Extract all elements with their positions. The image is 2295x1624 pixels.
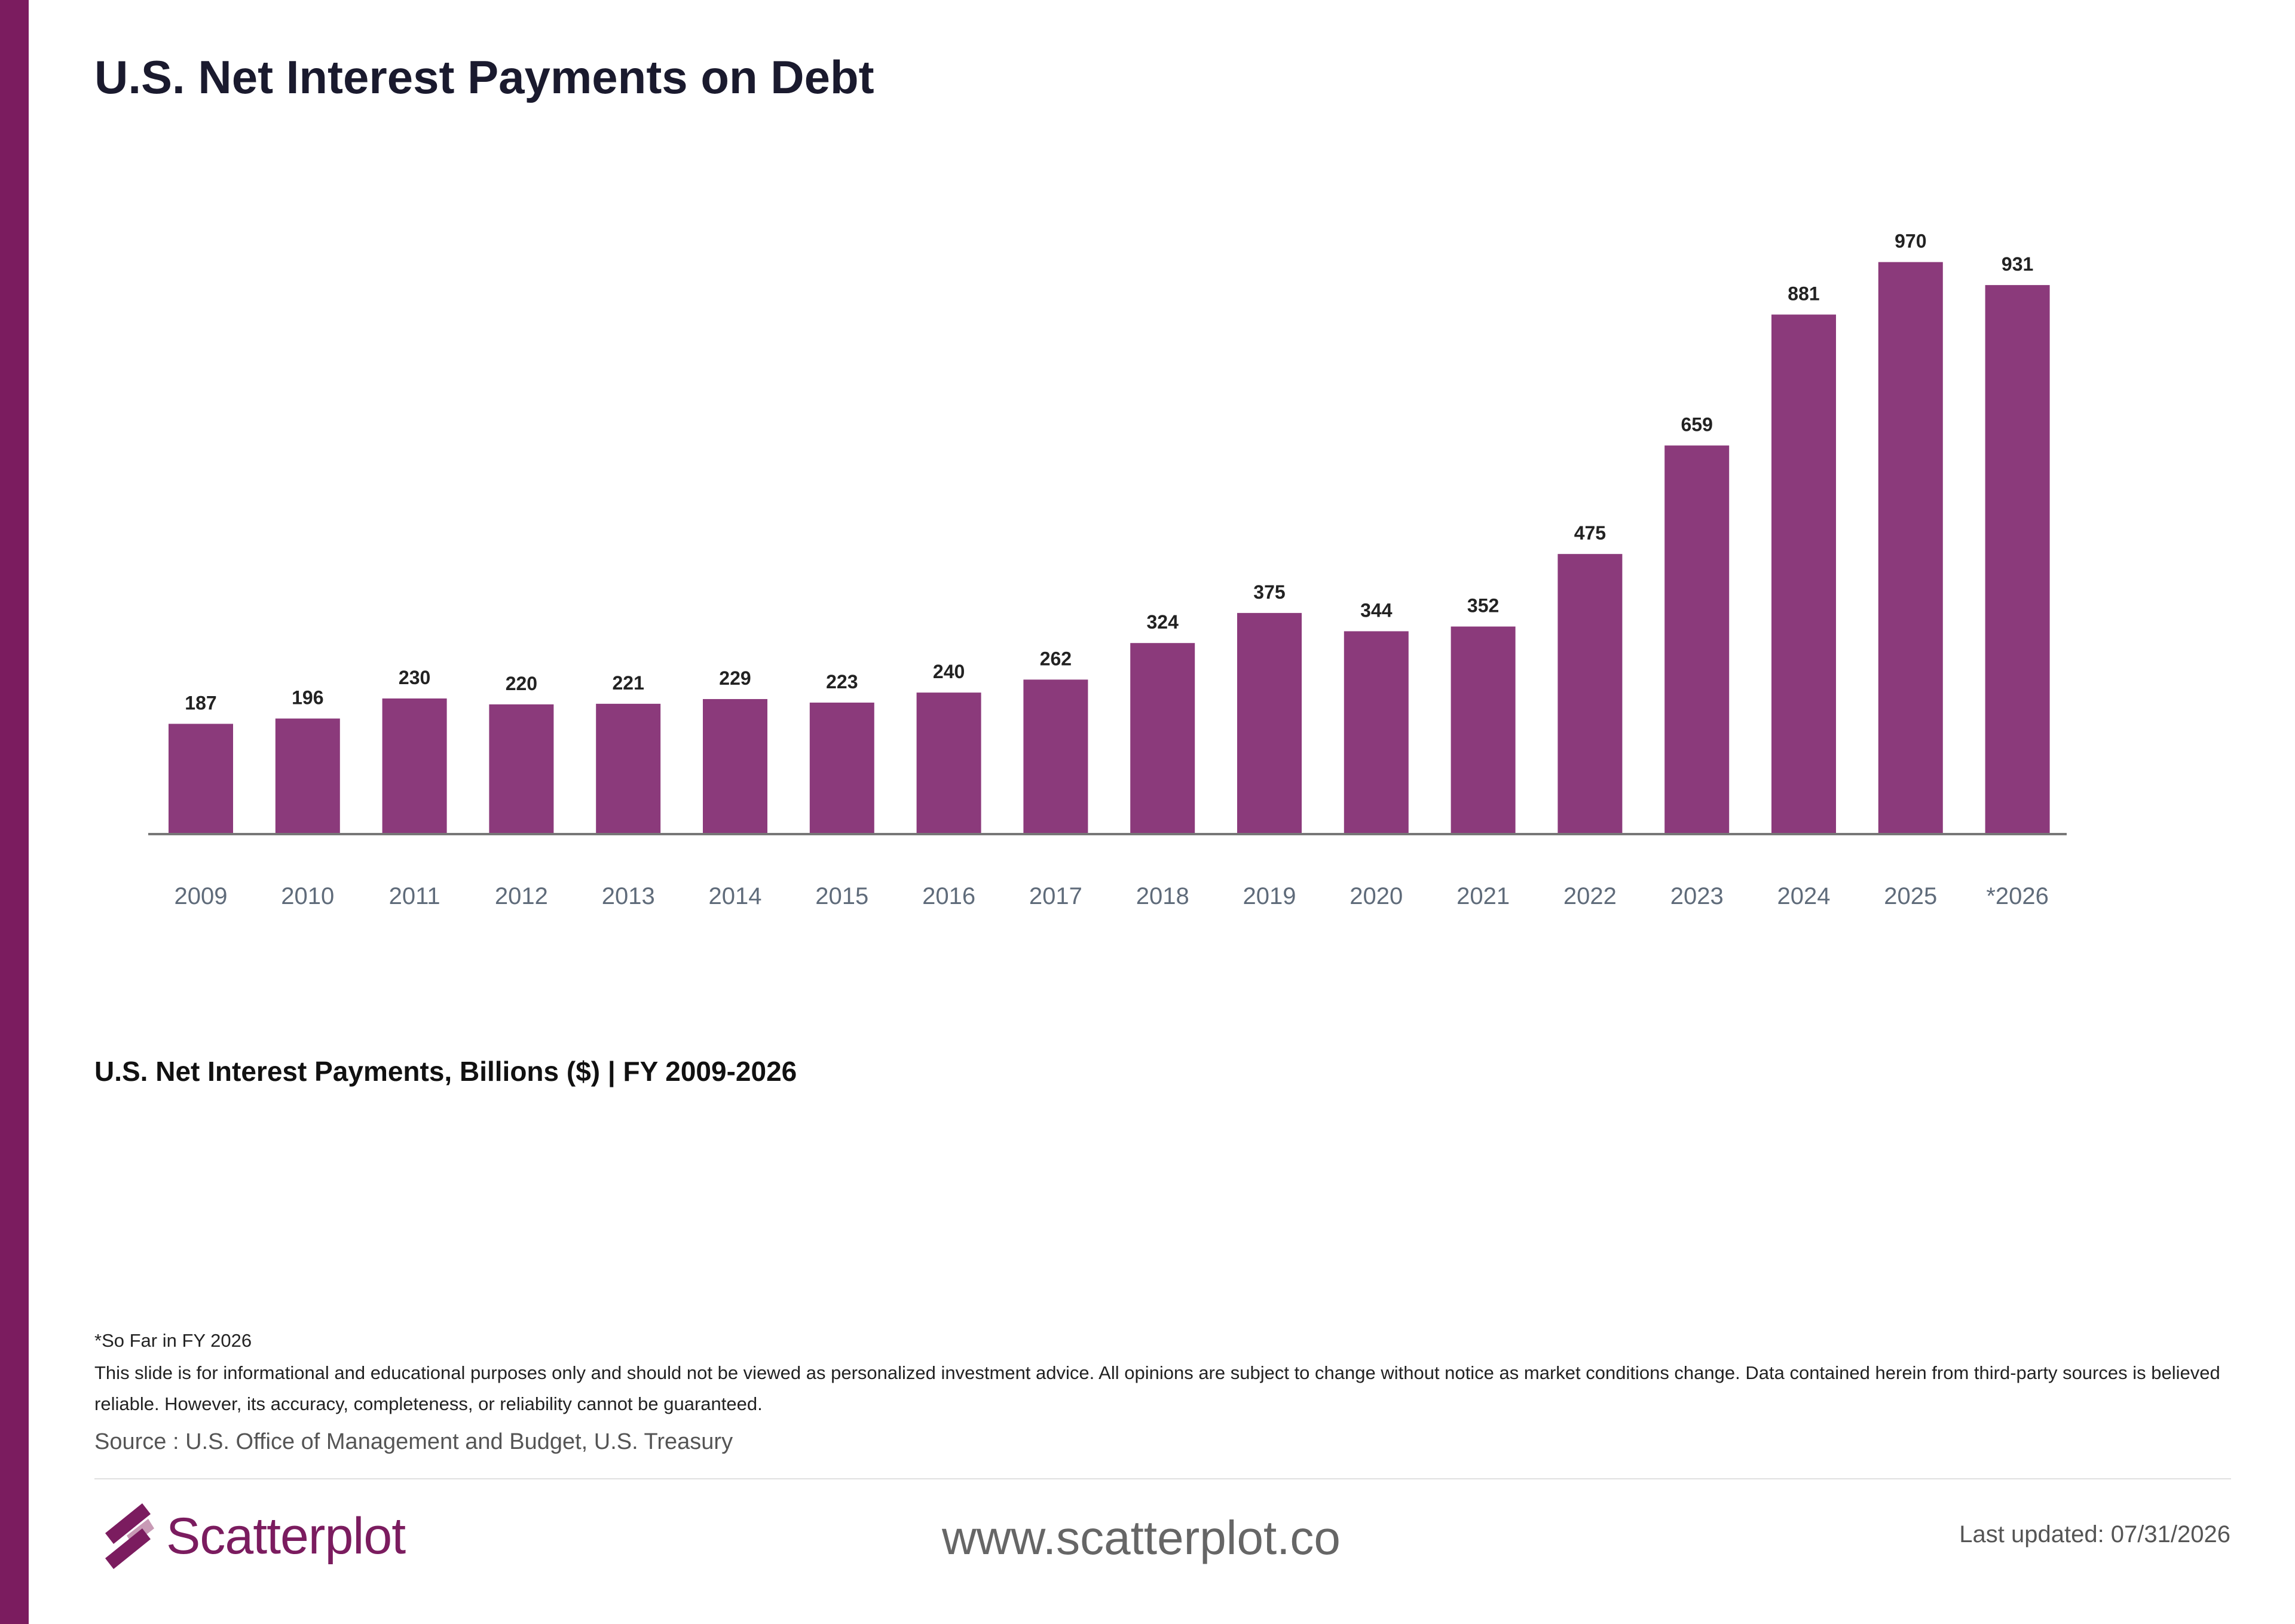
x-tick-label: 2024 xyxy=(1777,883,1831,909)
x-tick-label: 2018 xyxy=(1136,883,1189,909)
bar xyxy=(382,698,447,834)
data-label: 659 xyxy=(1681,414,1713,436)
data-label: 229 xyxy=(719,667,751,689)
data-label: 230 xyxy=(399,667,430,688)
data-label: 344 xyxy=(1360,599,1393,621)
bar xyxy=(703,698,767,834)
data-label: 375 xyxy=(1253,581,1285,603)
x-tick-label: 2015 xyxy=(815,883,868,909)
x-tick-label: 2023 xyxy=(1670,883,1724,909)
bar xyxy=(809,702,874,834)
data-label: 223 xyxy=(826,671,858,693)
bar xyxy=(596,703,661,834)
x-tick-label: 2021 xyxy=(1456,883,1510,909)
data-label: 475 xyxy=(1574,522,1606,544)
bar xyxy=(1023,679,1088,834)
x-tick-label: 2009 xyxy=(175,883,228,909)
source-note: Source : U.S. Office of Management and B… xyxy=(94,1429,733,1454)
bar xyxy=(1130,643,1195,834)
bar xyxy=(489,704,554,834)
x-tick-label: 2011 xyxy=(389,883,440,909)
x-tick-label: *2026 xyxy=(1986,883,2049,909)
x-tick-label: 2012 xyxy=(495,883,548,909)
bar xyxy=(1237,612,1302,834)
data-label: 970 xyxy=(1895,231,1926,252)
x-tick-label: 2014 xyxy=(709,883,762,909)
bar xyxy=(1557,554,1623,834)
footer-divider xyxy=(94,1478,2231,1479)
bar xyxy=(1451,626,1516,834)
data-label: 220 xyxy=(506,673,537,694)
x-tick-label: 2017 xyxy=(1029,883,1082,909)
bar xyxy=(916,693,981,834)
x-tick-label: 2013 xyxy=(602,883,655,909)
bar xyxy=(1878,262,1943,834)
bar xyxy=(1985,285,2050,834)
x-tick-label: 2016 xyxy=(922,883,975,909)
accent-side-bar xyxy=(0,0,29,1624)
bar xyxy=(275,718,340,834)
data-label: 881 xyxy=(1788,283,1819,304)
bar xyxy=(169,724,233,834)
last-updated: Last updated: 07/31/2026 xyxy=(1959,1521,2230,1548)
x-tick-label: 2019 xyxy=(1243,883,1296,909)
data-label: 187 xyxy=(185,692,216,713)
data-label: 352 xyxy=(1467,595,1499,617)
bar xyxy=(1771,314,1836,834)
bar xyxy=(1664,445,1730,834)
website-link[interactable]: www.scatterplot.co xyxy=(942,1511,1341,1564)
bar-chart: 187 2009 196 2010 230 2011 220 2012 221 2013 229 20… xyxy=(148,231,2067,909)
disclaimer: This slide is for informational and educ… xyxy=(94,1362,2220,1414)
x-tick-label: 2022 xyxy=(1563,883,1617,909)
x-tick-label: 2010 xyxy=(281,883,334,909)
x-tick-label: 2020 xyxy=(1350,883,1403,909)
data-label: 221 xyxy=(613,672,644,694)
data-label: 931 xyxy=(2002,253,2033,275)
x-tick-label: 2025 xyxy=(1884,883,1937,909)
data-label: 324 xyxy=(1147,611,1179,633)
footnote: *So Far in FY 2026 xyxy=(94,1330,252,1351)
data-label: 240 xyxy=(933,661,965,682)
logo-wordmark: Scatterplot xyxy=(166,1507,406,1565)
chart-title: U.S. Net Interest Payments on Debt xyxy=(94,51,874,103)
data-label: 196 xyxy=(292,687,323,709)
scatterplot-logo-icon xyxy=(105,1503,154,1569)
bar xyxy=(1344,631,1409,834)
data-label: 262 xyxy=(1040,648,1072,669)
chart-subtitle: U.S. Net Interest Payments, Billions ($)… xyxy=(94,1056,797,1087)
scatterplot-logo: Scatterplot xyxy=(103,1503,406,1569)
